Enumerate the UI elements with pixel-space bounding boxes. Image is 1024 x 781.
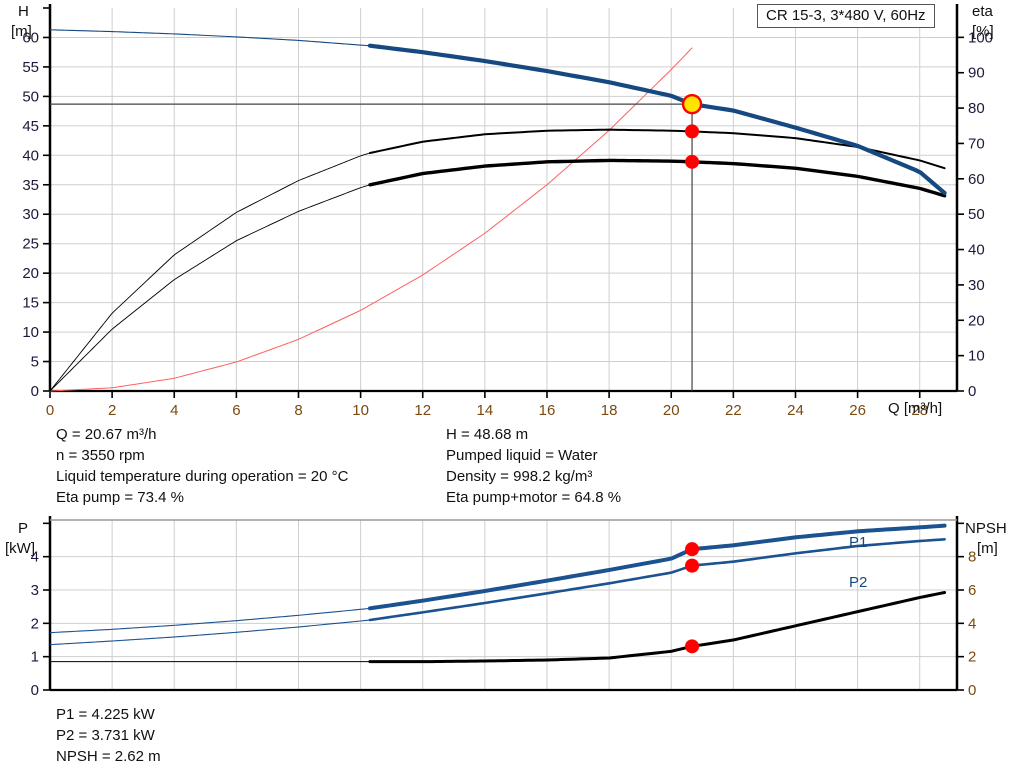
top-right-tick-label: 0 (968, 383, 976, 400)
top-left-tick-label: 55 (22, 59, 39, 76)
top-x-tick-label: 4 (170, 402, 178, 419)
duty-left-line-3: Eta pump = 73.4 % (56, 489, 184, 506)
power-curve-thin-P2 (49, 619, 370, 646)
bottom-plot-area (50, 520, 957, 690)
top-x-axis-label: Q [m³/h] (888, 400, 943, 417)
power-info-line-2: NPSH = 2.62 m (56, 748, 161, 765)
top-left-tick-label: 60 (22, 29, 39, 46)
top-right-tick-label: 40 (968, 242, 985, 259)
bottom-left-tick-label: 2 (31, 615, 39, 632)
top-left-tick-label: 40 (22, 147, 39, 164)
top-left-tick-label: 0 (31, 383, 39, 400)
bottom-right-tick-label: 8 (968, 549, 976, 566)
power-info-block: P1 = 4.225 kW P2 = 3.731 kW NPSH = 2.62 m (56, 704, 161, 767)
top-x-tick-label: 14 (477, 402, 494, 419)
top-x-tick-label: 22 (725, 402, 742, 419)
duty-left-line-0: Q = 20.67 m³/h (56, 426, 157, 443)
power-info-line-0: P1 = 4.225 kW (56, 706, 155, 723)
top-right-tick-label: 70 (968, 135, 985, 152)
top-x-tick-label: 28 (911, 402, 928, 419)
bottom-right-axis-name: NPSH (965, 520, 1007, 537)
top-left-axis-name: H (18, 3, 29, 20)
eta-duty-marker-0 (685, 124, 700, 139)
bottom-right-tick-label: 4 (968, 615, 976, 632)
npsh-curve (368, 591, 947, 664)
bottom-left-tick-label: 3 (31, 582, 39, 599)
top-x-tick-label: 20 (663, 402, 680, 419)
duty-info-left: Q = 20.67 m³/h n = 3550 rpm Liquid tempera… (56, 424, 348, 508)
bottom-right-tick-label: 0 (968, 682, 976, 699)
eta-curve-bold-0 (368, 128, 946, 170)
top-plot-area (50, 8, 957, 391)
bottom-left-tick-label: 1 (31, 649, 39, 666)
top-x-tick-label: 10 (352, 402, 369, 419)
top-x-tick-label: 6 (232, 402, 240, 419)
top-right-tick-label: 100 (968, 29, 993, 46)
power-info-line-1: P2 = 3.731 kW (56, 727, 155, 744)
bottom-duty-marker-npsh (685, 639, 700, 654)
bottom-left-tick-label: 0 (31, 682, 39, 699)
top-x-tick-label: 0 (46, 402, 54, 419)
bottom-right-axis-unit: [m] (977, 540, 998, 557)
power-curve-bold-P1 (367, 523, 947, 611)
head-curve-bold (367, 43, 947, 196)
top-right-tick-label: 30 (968, 277, 985, 294)
bottom-right-tick-label: 6 (968, 582, 976, 599)
series-label-p1: P1 (849, 534, 868, 551)
bottom-right-tick-label: 2 (968, 649, 976, 666)
top-left-axis-unit: [m] (11, 23, 32, 40)
top-x-tick-label: 18 (601, 402, 618, 419)
top-right-axis-name: eta (972, 3, 993, 20)
duty-right-line-3: Eta pump+motor = 64.8 % (446, 489, 622, 506)
head-curve-thin (49, 29, 370, 47)
top-left-tick-label: 15 (22, 295, 39, 312)
top-left-tick-label: 30 (22, 206, 39, 223)
top-right-tick-label: 10 (968, 348, 985, 365)
top-right-tick-label: 50 (968, 206, 985, 223)
top-left-tick-label: 50 (22, 88, 39, 105)
top-right-axis-unit: [%] (972, 23, 994, 40)
top-right-tick-label: 60 (968, 171, 985, 188)
top-right-tick-label: 80 (968, 100, 985, 117)
duty-right-line-2: Density = 998.2 kg/m³ (446, 468, 593, 485)
bottom-left-tick-label: 4 (31, 549, 39, 566)
bottom-left-axis-name: P (18, 520, 29, 537)
bottom-left-axis-unit: [kW] (5, 540, 35, 557)
duty-right-line-1: Pumped liquid = Water (446, 447, 598, 464)
top-right-tick-label: 90 (968, 65, 985, 82)
top-left-tick-label: 35 (22, 177, 39, 194)
top-x-tick-label: 26 (849, 402, 866, 419)
top-x-tick-label: 12 (414, 402, 431, 419)
eta-curve-thin-1 (49, 184, 371, 392)
top-left-tick-label: 10 (22, 324, 39, 341)
power-curve-bold-P2 (368, 538, 946, 622)
eta-curve-bold-1 (368, 158, 947, 198)
bottom-duty-marker-p1 (685, 542, 700, 557)
top-x-tick-label: 2 (108, 402, 116, 419)
duty-info-right: H = 48.68 m Pumped liquid = Water Density … (446, 424, 621, 508)
top-right-tick-label: 20 (968, 312, 985, 329)
bottom-duty-marker-p2 (685, 558, 700, 573)
duty-right-line-0: H = 48.68 m (446, 426, 529, 443)
duty-left-line-1: n = 3550 rpm (56, 447, 145, 464)
top-x-tick-label: 16 (539, 402, 556, 419)
pump-title-box: CR 15-3, 3*480 V, 60Hz (757, 4, 935, 28)
top-left-tick-label: 45 (22, 118, 39, 135)
top-left-tick-label: 5 (31, 354, 39, 371)
system-curve (49, 47, 693, 392)
top-x-tick-label: 24 (787, 402, 804, 419)
duty-point-marker[interactable] (681, 93, 703, 115)
power-curve-thin-P1 (49, 607, 370, 634)
top-left-tick-label: 20 (22, 265, 39, 282)
series-label-p2: P2 (849, 574, 868, 591)
eta-curve-thin-0 (49, 152, 371, 392)
duty-left-line-2: Liquid temperature during operation = 20… (56, 468, 349, 485)
eta-duty-marker-1 (685, 154, 700, 169)
top-left-tick-label: 25 (22, 236, 39, 253)
top-x-tick-label: 8 (294, 402, 302, 419)
